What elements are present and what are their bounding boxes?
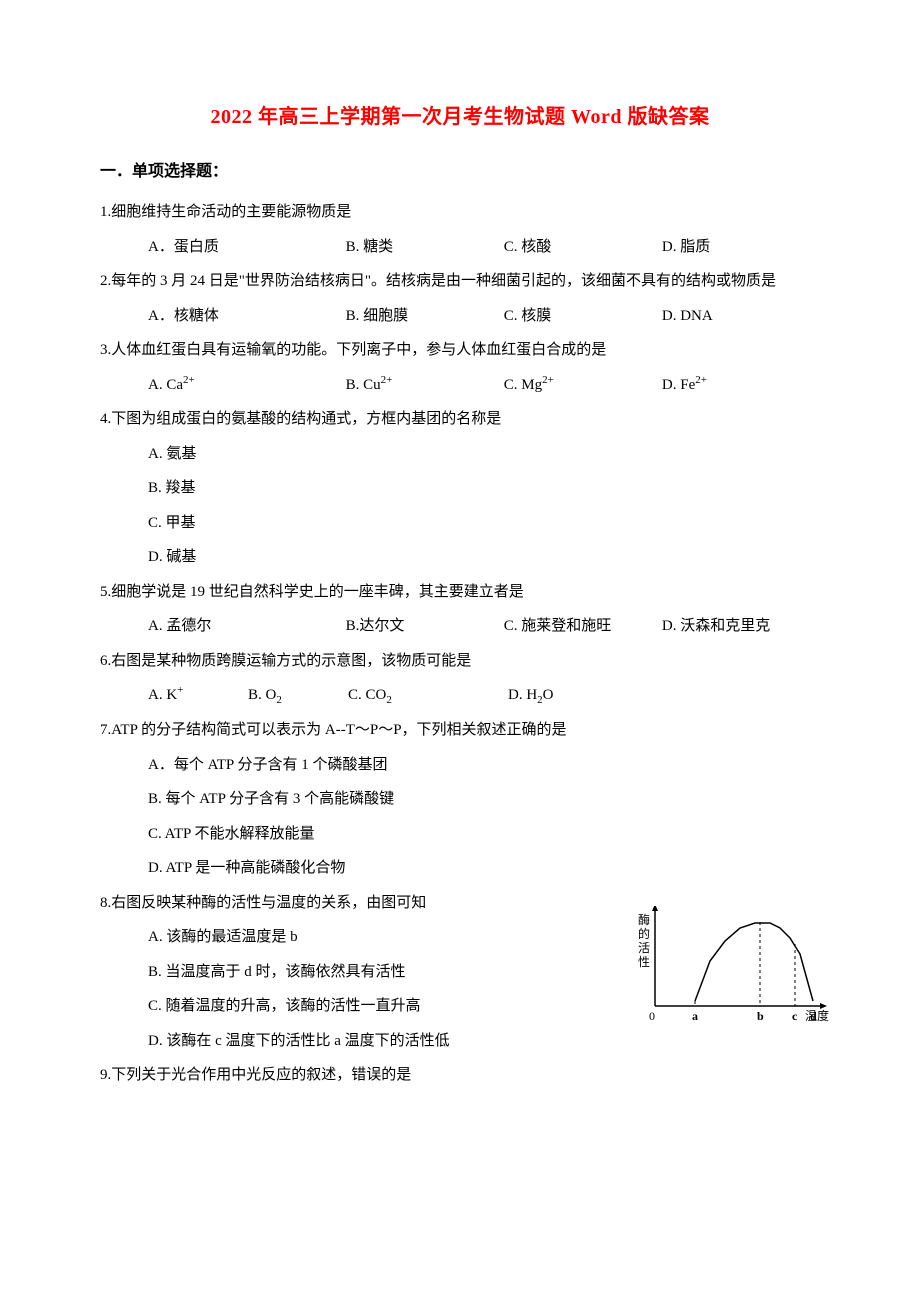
- option: D. 沃森和克里克: [662, 609, 820, 644]
- options-block: A. 氨基B. 羧基C. 甲基D. 碱基: [100, 437, 820, 575]
- option: D. H2O: [508, 678, 668, 713]
- options-row: A. K+B. O2C. CO2D. H2O: [100, 678, 820, 713]
- option: C. Mg2+: [504, 368, 662, 403]
- chart-y-label-char: 活: [638, 941, 650, 955]
- question-stem: 4.下图为组成蛋白的氨基酸的结构通式，方框内基团的名称是: [100, 402, 820, 437]
- options-row: A. Ca2+B. Cu2+C. Mg2+D. Fe2+: [100, 368, 820, 403]
- option: C. 核酸: [504, 230, 662, 265]
- page-title: 2022 年高三上学期第一次月考生物试题 Word 版缺答案: [100, 100, 820, 129]
- option: C. 核膜: [504, 299, 662, 334]
- option: D. ATP 是一种高能磷酸化合物: [148, 851, 820, 886]
- option: C. 施莱登和施旺: [504, 609, 662, 644]
- section-heading: 一．单项选择题：: [100, 157, 820, 181]
- options-row: A. 孟德尔B.达尔文C. 施莱登和施旺D. 沃森和克里克: [100, 609, 820, 644]
- option: C. 甲基: [148, 506, 820, 541]
- enzyme-activity-chart: 酶的活性0abcd温度: [630, 906, 840, 1046]
- chart-y-label-char: 的: [638, 926, 650, 941]
- question-4: 4.下图为组成蛋白的氨基酸的结构通式，方框内基团的名称是A. 氨基B. 羧基C.…: [100, 402, 820, 575]
- question-6: 6.右图是某种物质跨膜运输方式的示意图，该物质可能是A. K+B. O2C. C…: [100, 644, 820, 714]
- question-3: 3.人体血红蛋白具有运输氧的功能。下列离子中，参与人体血红蛋白合成的是A. Ca…: [100, 333, 820, 402]
- question-stem: 3.人体血红蛋白具有运输氧的功能。下列离子中，参与人体血红蛋白合成的是: [100, 333, 820, 368]
- question-stem: 1.细胞维持生命活动的主要能源物质是: [100, 195, 820, 230]
- option: B. 细胞膜: [346, 299, 504, 334]
- option: D. 碱基: [148, 540, 820, 575]
- options-block: A．每个 ATP 分子含有 1 个磷酸基团B. 每个 ATP 分子含有 3 个高…: [100, 748, 820, 886]
- chart-x-tick-label: 0: [649, 1009, 655, 1023]
- question-stem: 2.每年的 3 月 24 日是"世界防治结核病日"。结核病是由一种细菌引起的，该…: [100, 264, 820, 299]
- option: B.达尔文: [346, 609, 504, 644]
- question-stem: 7.ATP 的分子结构简式可以表示为 A‐‐T～P～P，下列相关叙述正确的是: [100, 713, 820, 748]
- option: A. 孟德尔: [148, 609, 346, 644]
- question-stem: 5.细胞学说是 19 世纪自然科学史上的一座丰碑，其主要建立者是: [100, 575, 820, 610]
- option: A. 氨基: [148, 437, 820, 472]
- option: C. CO2: [348, 678, 508, 713]
- question-7: 7.ATP 的分子结构简式可以表示为 A‐‐T～P～P，下列相关叙述正确的是A．…: [100, 713, 820, 886]
- chart-arrow-icon: [652, 906, 658, 911]
- option: A．蛋白质: [148, 230, 346, 265]
- option: A．核糖体: [148, 299, 346, 334]
- question-5: 5.细胞学说是 19 世纪自然科学史上的一座丰碑，其主要建立者是A. 孟德尔B.…: [100, 575, 820, 644]
- question-8: 8.右图反映某种酶的活性与温度的关系，由图可知A. 该酶的最适温度是 bB. 当…: [100, 886, 820, 1059]
- chart-y-label-char: 性: [638, 955, 650, 969]
- question-1: 1.细胞维持生命活动的主要能源物质是A．蛋白质B. 糖类C. 核酸D. 脂质: [100, 195, 820, 264]
- question-stem: 9.下列关于光合作用中光反应的叙述，错误的是: [100, 1058, 820, 1093]
- chart-x-tick-label: c: [792, 1009, 798, 1023]
- option: A．每个 ATP 分子含有 1 个磷酸基团: [148, 748, 820, 783]
- options-row: A．核糖体B. 细胞膜C. 核膜D. DNA: [100, 299, 820, 334]
- option: D. Fe2+: [662, 368, 820, 403]
- option: D. 脂质: [662, 230, 820, 265]
- option: B. 糖类: [346, 230, 504, 265]
- option: A. K+: [148, 678, 248, 713]
- option: C. ATP 不能水解释放能量: [148, 817, 820, 852]
- chart-x-tick-label: a: [692, 1009, 698, 1023]
- question-9: 9.下列关于光合作用中光反应的叙述，错误的是: [100, 1058, 820, 1093]
- chart-y-label-char: 酶: [638, 912, 650, 927]
- options-row: A．蛋白质B. 糖类C. 核酸D. 脂质: [100, 230, 820, 265]
- option: B. 每个 ATP 分子含有 3 个高能磷酸键: [148, 782, 820, 817]
- option: B. Cu2+: [346, 368, 504, 403]
- option: A. Ca2+: [148, 368, 346, 403]
- option: B. 羧基: [148, 471, 820, 506]
- option: B. O2: [248, 678, 348, 713]
- chart-x-label: 温度: [805, 1008, 829, 1023]
- question-stem: 6.右图是某种物质跨膜运输方式的示意图，该物质可能是: [100, 644, 820, 679]
- chart-x-tick-label: b: [757, 1009, 764, 1023]
- option: D. DNA: [662, 299, 820, 334]
- question-2: 2.每年的 3 月 24 日是"世界防治结核病日"。结核病是由一种细菌引起的，该…: [100, 264, 820, 333]
